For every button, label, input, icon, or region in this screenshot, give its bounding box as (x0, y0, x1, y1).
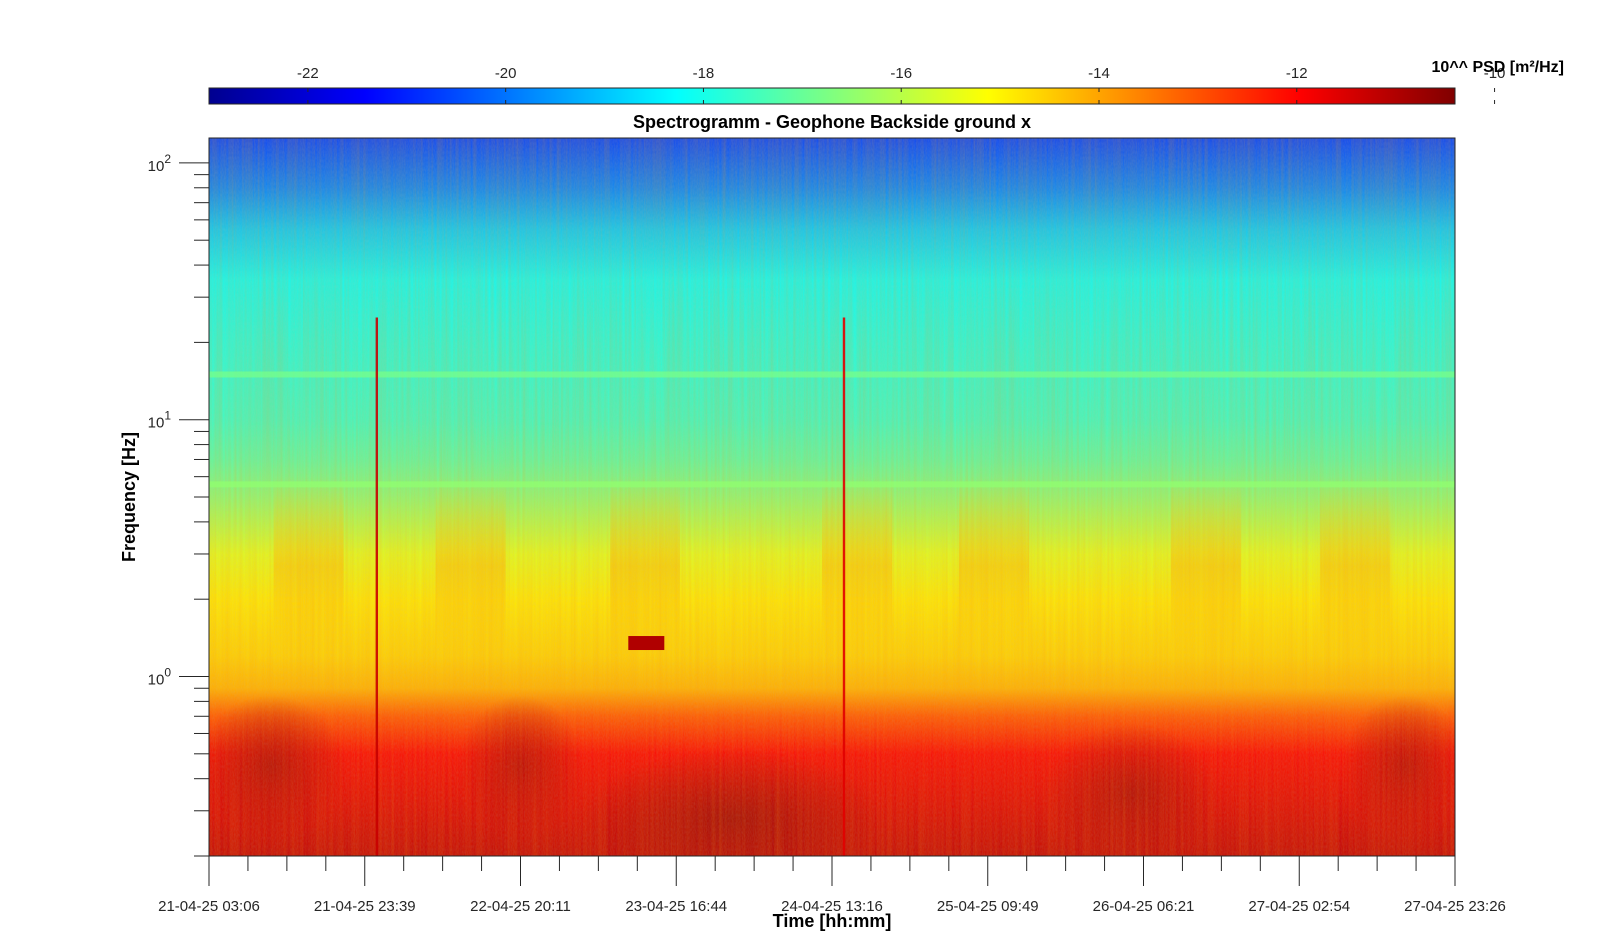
x-tick-label: 21-04-25 23:39 (314, 898, 416, 915)
x-tick-label: 21-04-25 03:06 (158, 898, 260, 915)
y-tick-label: 101 (148, 409, 172, 432)
spectral-line (209, 481, 1455, 488)
y-axis: 100 101 102 (148, 152, 209, 857)
colorbar-ticks: -22 -20 -18 -16 -14 -12 -10 (297, 65, 1505, 104)
colorbar-gradient (208, 87, 1456, 105)
colorbar-label: 10^^ PSD [m²/Hz] (1432, 59, 1564, 76)
x-tick-label: 27-04-25 23:26 (1404, 898, 1506, 915)
transient-event (375, 317, 379, 856)
colorbar-tick-label: -20 (495, 65, 517, 82)
burst-event (628, 636, 665, 651)
y-axis-label: Frequency [Hz] (119, 432, 139, 562)
x-axis-label: Time [hh:mm] (773, 911, 892, 931)
x-axis: 21-04-25 03:06 21-04-25 23:39 22-04-25 20:… (158, 856, 1506, 915)
y-tick-label: 100 (148, 666, 172, 689)
colorbar-tick-label: -14 (1088, 65, 1110, 82)
spectrogram-noise-texture (209, 138, 1455, 856)
x-tick-label: 24-04-25 13:16 (781, 898, 883, 915)
x-tick-label: 22-04-25 20:11 (470, 898, 571, 915)
x-tick-label: 26-04-25 06:21 (1093, 898, 1195, 915)
colorbar-tick-label: -12 (1286, 65, 1308, 82)
spectral-line (209, 371, 1455, 378)
spectrogram-plot-area (209, 138, 1455, 856)
colorbar-tick-label: -18 (693, 65, 715, 82)
colorbar-tick-label: -10 (1484, 65, 1506, 82)
colorbar-tick-label: -16 (890, 65, 912, 82)
x-tick-label: 25-04-25 09:49 (937, 898, 1039, 915)
y-tick-label: 102 (148, 152, 172, 175)
colorbar: -22 -20 -18 -16 -14 -12 -10 10^^ PSD [m²/Hz] (208, 59, 1564, 105)
chart-title: Spectrogramm - Geophone Backside ground … (633, 112, 1031, 132)
transient-event (842, 317, 846, 856)
x-tick-label: 27-04-25 02:54 (1248, 898, 1350, 915)
colorbar-tick-label: -22 (297, 65, 319, 82)
x-tick-label: 23-04-25 16:44 (625, 898, 727, 915)
